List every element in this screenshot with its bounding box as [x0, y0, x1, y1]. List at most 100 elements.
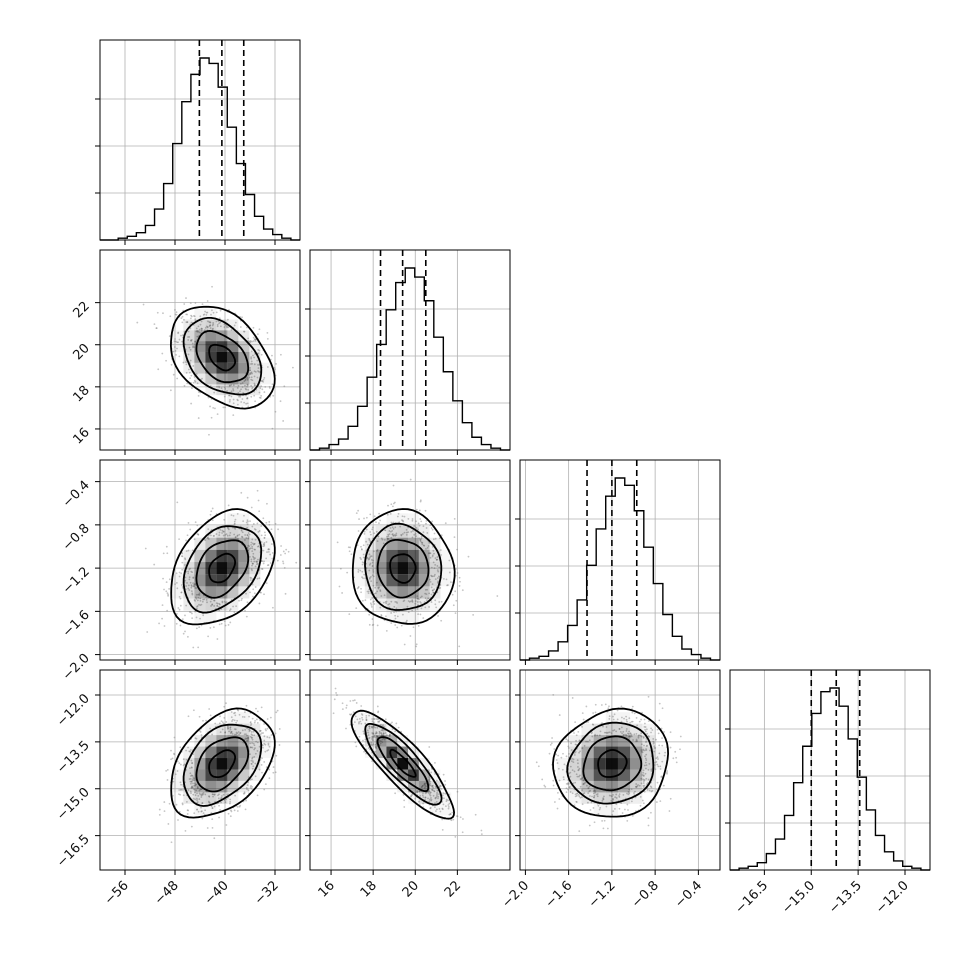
scatter-point — [368, 623, 371, 626]
scatter-point — [401, 533, 404, 535]
density-cell — [364, 586, 376, 599]
scatter-point — [264, 386, 267, 388]
scatter-point — [196, 792, 198, 795]
scatter-point — [431, 589, 434, 592]
scatter-point — [158, 622, 160, 625]
contour-level — [195, 329, 250, 384]
scatter-point — [234, 518, 237, 521]
scatter-point — [441, 808, 444, 811]
scatter-point — [368, 727, 371, 730]
scatter-point — [189, 749, 192, 751]
scatter-point — [178, 595, 181, 598]
scatter-point — [420, 541, 423, 544]
scatter-point — [587, 787, 590, 790]
scatter-point — [420, 595, 423, 598]
scatter-point — [596, 795, 599, 798]
x-tick-label: 20 — [400, 878, 422, 900]
scatter-point — [371, 561, 374, 564]
scatter-point — [407, 611, 410, 614]
scatter-point — [657, 758, 659, 760]
contour-level — [389, 553, 417, 584]
scatter-point — [629, 732, 632, 735]
scatter-point — [428, 784, 431, 786]
scatter-point — [413, 524, 416, 527]
scatter-point — [350, 553, 353, 556]
scatter-point — [424, 796, 427, 799]
scatter-point — [359, 569, 362, 572]
density-cell — [183, 549, 195, 563]
scatter-point — [244, 728, 247, 731]
scatter-point — [224, 387, 227, 390]
scatter-point — [227, 728, 229, 730]
scatter-point — [647, 768, 650, 771]
scatter-point — [635, 740, 637, 743]
scatter-point — [372, 743, 375, 746]
scatter-point — [257, 370, 259, 372]
scatter-point — [185, 313, 188, 316]
scatter-point — [369, 533, 372, 536]
scatter-point — [580, 796, 583, 799]
scatter-point — [234, 728, 237, 731]
scatter-point — [207, 536, 209, 539]
scatter-point — [552, 784, 555, 787]
scatter-point — [627, 793, 630, 796]
scatter-point — [358, 717, 361, 720]
density-cell — [205, 735, 217, 747]
contour-level — [566, 721, 655, 805]
scatter-point — [388, 735, 391, 738]
scatter-point — [411, 536, 414, 539]
scatter-point — [421, 785, 423, 788]
scatter-point — [283, 567, 286, 569]
scatter-point — [372, 570, 375, 573]
scatter-point — [168, 588, 170, 590]
scatter-point — [658, 744, 661, 747]
scatter-point — [645, 764, 648, 767]
scatter-point — [213, 805, 216, 808]
scatter-point — [434, 761, 436, 764]
scatter-point — [372, 569, 375, 571]
scatter-point — [220, 797, 222, 800]
density-cell — [630, 780, 643, 793]
scatter-point — [432, 591, 435, 594]
density-cell — [216, 525, 228, 538]
scatter-point — [251, 379, 254, 382]
scatter-panel-p2-p3 — [305, 459, 511, 665]
scatter-point — [619, 730, 622, 733]
scatter-point — [425, 547, 427, 550]
scatter-point — [245, 737, 248, 740]
scatter-point — [268, 523, 271, 526]
scatter-point — [187, 715, 190, 718]
scatter-point — [597, 812, 600, 815]
scatter-point — [345, 727, 347, 730]
scatter-point — [450, 819, 453, 822]
scatter-point — [356, 718, 359, 721]
density-cell — [194, 586, 206, 599]
scatter-point — [257, 499, 260, 502]
scatter-point — [642, 749, 644, 752]
density-cell — [397, 610, 409, 623]
scatter-point — [218, 623, 221, 626]
scatter-point — [228, 609, 231, 612]
density-cell — [605, 712, 618, 724]
contour-level — [182, 723, 263, 807]
scatter-point — [242, 741, 245, 744]
scatter-point — [282, 550, 285, 553]
x-tick-label: −1.2 — [586, 878, 619, 911]
scatter-point — [363, 533, 366, 535]
scatter-point — [647, 824, 650, 827]
scatter-point — [580, 778, 583, 780]
scatter-point — [253, 528, 256, 530]
scatter-point — [218, 606, 220, 608]
scatter-point — [434, 599, 437, 602]
scatter-point — [372, 575, 375, 578]
scatter-point — [182, 361, 185, 364]
density-cell — [397, 586, 409, 599]
scatter-point — [621, 812, 624, 814]
scatter-point — [178, 355, 181, 358]
density-cell — [249, 351, 261, 363]
scatter-point — [380, 733, 383, 736]
scatter-point — [599, 806, 602, 809]
scatter-point — [227, 528, 230, 531]
scatter-point — [359, 720, 362, 723]
scatter-point — [254, 586, 257, 588]
